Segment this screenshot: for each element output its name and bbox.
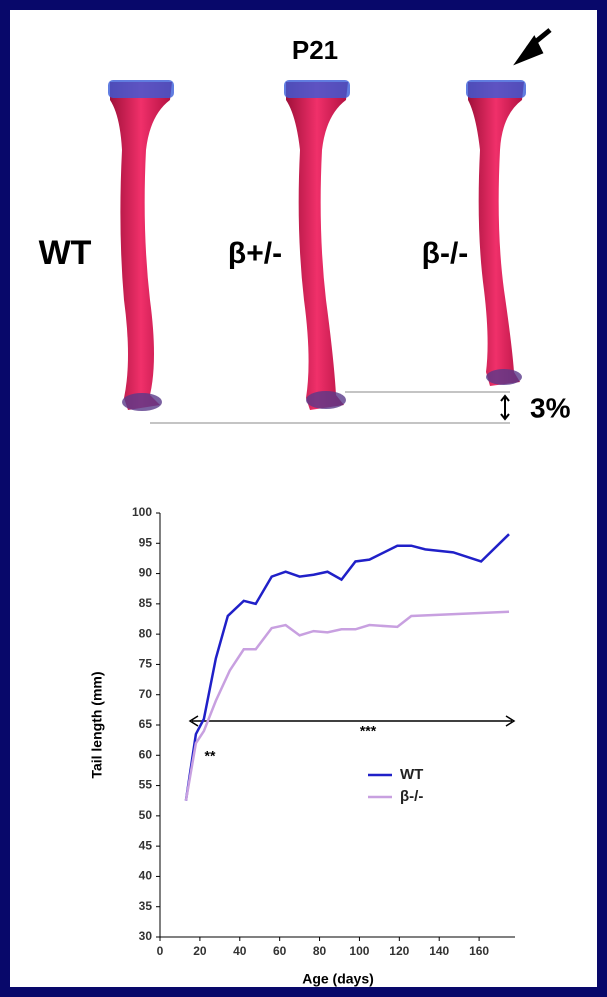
page: P21 WT β+/- β-/- 3% Tail length (mm) Age… bbox=[0, 0, 607, 997]
genotype-label: β-/- bbox=[422, 237, 469, 270]
x-tick-label: 40 bbox=[233, 944, 247, 958]
x-tick-label: 100 bbox=[349, 944, 369, 958]
y-tick-label: 95 bbox=[139, 535, 153, 549]
annotation: ** bbox=[205, 748, 216, 764]
annotation: *** bbox=[360, 723, 377, 739]
y-tick-label: 30 bbox=[139, 929, 153, 943]
x-tick-label: 20 bbox=[193, 944, 207, 958]
y-tick-label: 50 bbox=[139, 808, 153, 822]
x-tick-label: 160 bbox=[469, 944, 489, 958]
y-tick-label: 55 bbox=[139, 778, 153, 792]
y-tick-label: 70 bbox=[139, 687, 153, 701]
y-tick-label: 35 bbox=[139, 899, 153, 913]
y-tick-label: 85 bbox=[139, 596, 153, 610]
y-axis-label: Tail length (mm) bbox=[89, 671, 105, 778]
y-tick-label: 40 bbox=[139, 869, 153, 883]
y-tick-label: 65 bbox=[139, 717, 153, 731]
difference-label: 3% bbox=[530, 392, 571, 423]
legend-label: β-/- bbox=[400, 788, 423, 805]
genotype-label: WT bbox=[39, 234, 92, 272]
y-tick-label: 45 bbox=[139, 838, 153, 852]
x-tick-label: 0 bbox=[157, 944, 164, 958]
x-tick-label: 140 bbox=[429, 944, 449, 958]
x-tick-label: 120 bbox=[389, 944, 409, 958]
x-tick-label: 80 bbox=[313, 944, 327, 958]
x-tick-label: 60 bbox=[273, 944, 287, 958]
y-tick-label: 60 bbox=[139, 747, 153, 761]
y-tick-label: 80 bbox=[139, 626, 153, 640]
x-axis-label: Age (days) bbox=[302, 971, 374, 987]
y-tick-label: 90 bbox=[139, 566, 153, 580]
y-tick-label: 100 bbox=[132, 505, 152, 519]
y-tick-label: 75 bbox=[139, 657, 153, 671]
panel-title: P21 bbox=[292, 35, 338, 65]
legend-label: WT bbox=[400, 766, 423, 783]
genotype-label: β+/- bbox=[228, 237, 282, 270]
figure: P21 WT β+/- β-/- 3% Tail length (mm) Age… bbox=[0, 0, 607, 997]
